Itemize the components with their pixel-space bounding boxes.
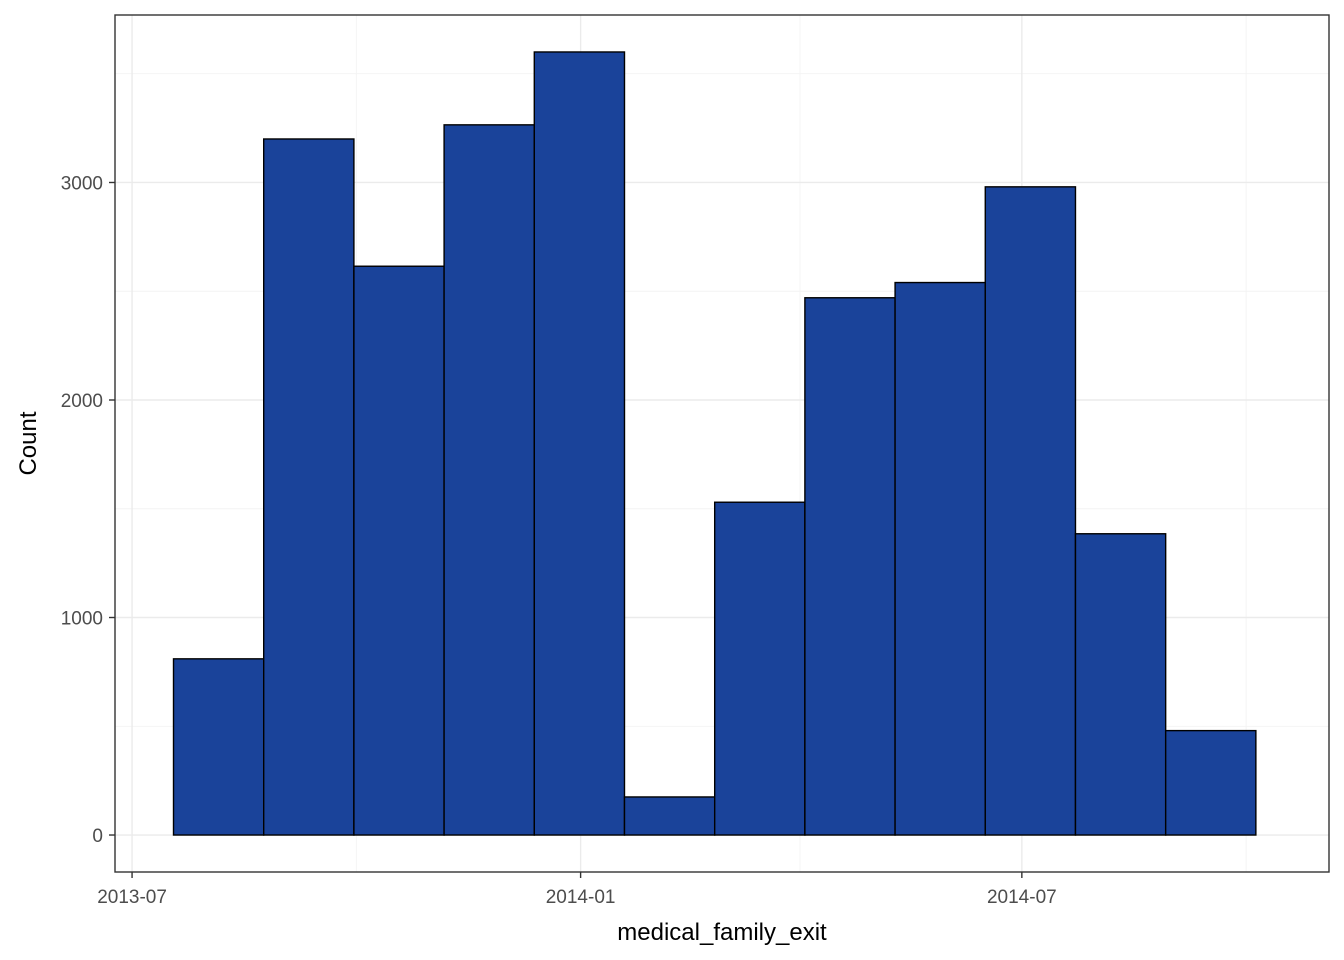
- histogram-bar: [804, 297, 896, 836]
- x-tick-label: 2013-07: [97, 887, 167, 908]
- histogram-bar: [172, 658, 265, 836]
- histogram-bar: [353, 265, 445, 836]
- histogram-bar: [533, 51, 626, 836]
- histogram-bars: [172, 51, 1257, 836]
- x-axis: 2013-07 2014-01 2014-07: [97, 872, 1057, 908]
- y-tick-label: 1000: [61, 609, 103, 630]
- histogram-bar: [1074, 533, 1167, 836]
- y-tick-label: 2000: [61, 391, 103, 412]
- y-tick-label: 3000: [61, 173, 103, 194]
- y-axis: 0 1000 2000 3000: [61, 173, 115, 847]
- histogram-bar: [984, 186, 1077, 836]
- histogram-bar: [443, 124, 535, 836]
- histogram-bar: [263, 138, 355, 836]
- y-axis-title: Count: [15, 411, 42, 475]
- panel-border: [114, 14, 1330, 873]
- x-tick-label: 2014-07: [987, 887, 1057, 908]
- x-axis-title: medical_family_exit: [617, 919, 827, 946]
- histogram-bar: [894, 281, 986, 836]
- x-tick-label: 2014-01: [546, 887, 616, 908]
- y-tick-label: 0: [92, 826, 103, 847]
- histogram-bar: [1164, 729, 1257, 836]
- histogram-bar: [623, 796, 716, 836]
- histogram-bar: [713, 501, 806, 836]
